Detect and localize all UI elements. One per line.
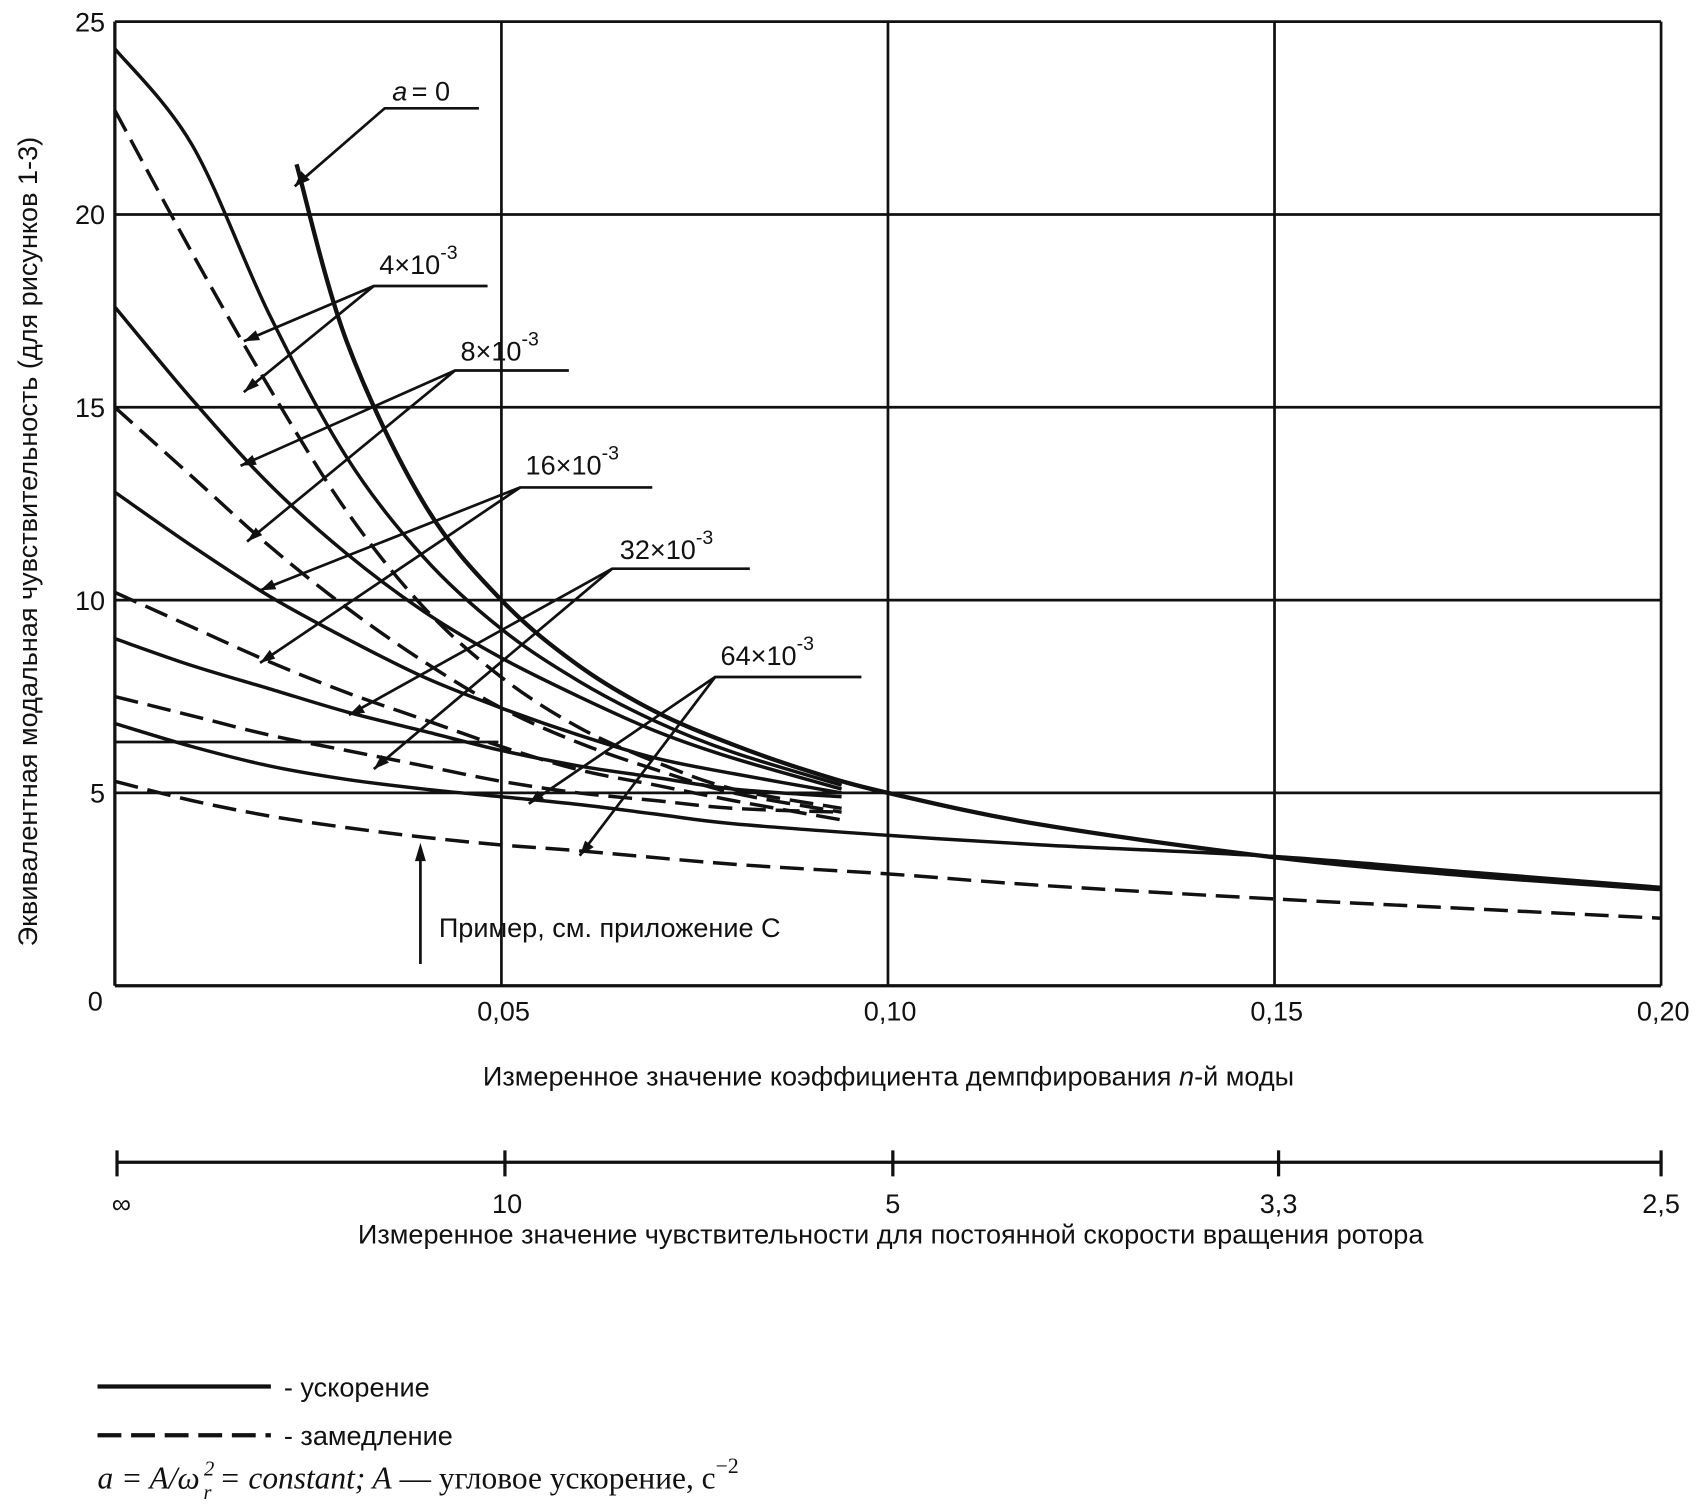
label-a0: a = 0 [392,76,450,107]
secondary-axis [115,1150,1663,1177]
y-tick-label: 5 [90,778,105,809]
secondary-tick-label: 3,3 [1260,1188,1298,1219]
curve-solid [294,163,1662,892]
secondary-tick-label: 10 [492,1188,522,1219]
secondary-tick-label: 5 [885,1188,900,1219]
secondary-tick-label: ∞ [112,1188,131,1219]
annotation-leaders [114,106,862,965]
y-tick-label: 25 [75,6,105,37]
origin-tick-label: 0 [88,986,103,1017]
curve-dashed [113,109,842,811]
curve-solid [114,721,1662,890]
x-tick-label: 0,05 [477,995,530,1026]
x-tick-label: 0,15 [1250,995,1303,1026]
arrowheads [240,171,594,862]
curve-dashed [114,694,842,814]
grid [113,20,1663,988]
secondary-axis-label: Измеренное значение чувствительности для… [358,1219,1424,1250]
curve-solid [113,47,843,787]
label-a32: 32×10-3 [620,527,713,565]
x-tick-label: 0,20 [1637,995,1690,1026]
curve-dashed [113,405,842,814]
y-axis-label: Эквивалентная модальная чувствительность… [12,137,43,947]
x-tick-labels: 0 0,05 0,10 0,15 0,20 [88,986,1690,1027]
legend-dashed-label: - замедление [284,1420,453,1451]
y-tick-label: 20 [75,199,105,230]
y-tick-label: 15 [75,392,105,423]
label-a16: 16×10-3 [526,442,619,480]
y-tick-labels: 5 10 15 20 25 [75,6,105,808]
label-a64: 64×10-3 [721,633,814,671]
legend: - ускорение - замедление a = A/ω 2 r = con… [97,1371,739,1504]
curve-solid [113,490,842,795]
x-tick-label: 0,10 [864,995,917,1026]
y-tick-label: 10 [75,585,105,616]
legend-solid-label: - ускорение [284,1371,430,1402]
label-a8: 8×10-3 [461,329,539,367]
legend-formula: a = A/ω 2 r = constant; A — угловое ускоре… [98,1454,739,1504]
example-note: Пример, см. приложение С [439,912,781,943]
curve-solid [113,305,843,791]
label-a4: 4×10-3 [379,242,457,280]
x-axis-label: Измеренное значение коэффициента демпфир… [483,1060,1294,1091]
secondary-tick-label: 2,5 [1642,1188,1680,1219]
curve-dashed [114,779,1662,920]
curve-dashed [114,590,842,822]
